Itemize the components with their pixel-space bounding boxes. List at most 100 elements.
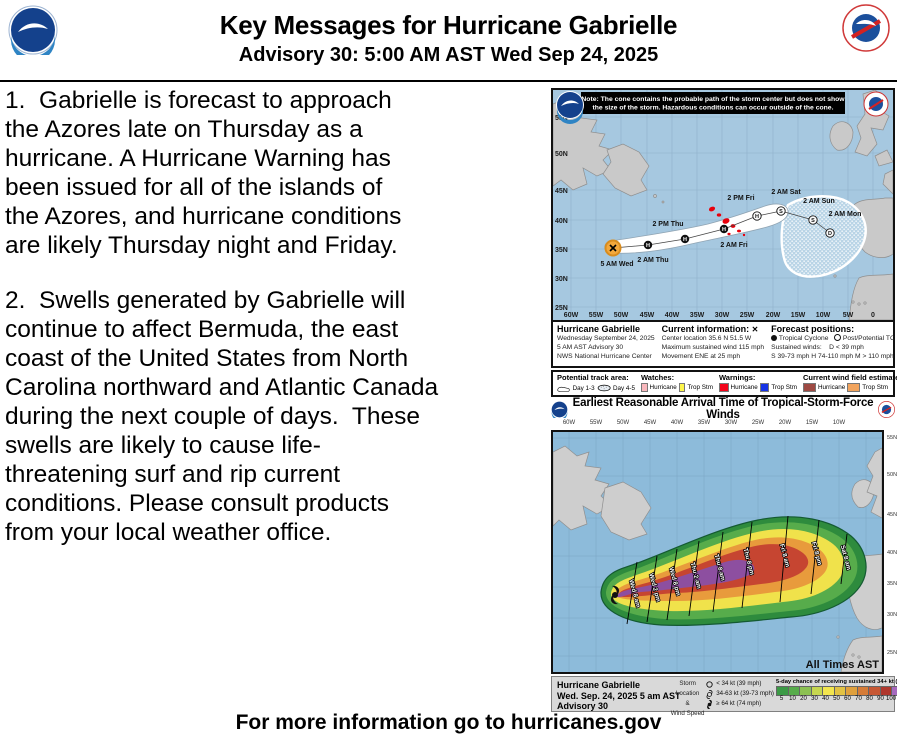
msg2-line: threatening surf and rip current [5, 461, 341, 488]
forecast-marker-post-potential: H S S D [752, 206, 835, 238]
msg1-line: are likely Thursday night and Friday. [5, 232, 398, 259]
arrival-longitude-labels: 60W 55W 50W 45W 40W 35W 30W 25W 20W 15W … [551, 420, 895, 430]
scale-tick: 70 [855, 696, 862, 702]
current-position-x-icon: ✕ [751, 325, 759, 334]
wind-speed-label: Wind Speed [670, 710, 705, 717]
svg-text:30N: 30N [555, 276, 568, 283]
wind-field-title: Current wind field estimate: [803, 373, 897, 382]
watches-title: Watches: [641, 373, 675, 382]
nws-logo-icon [878, 400, 895, 418]
svg-text:2 AM Thu: 2 AM Thu [637, 257, 668, 264]
cone-day1-3-icon [557, 386, 570, 392]
ts-watch-swatch [678, 383, 686, 392]
movement: Movement ENE at 25 mph [661, 353, 741, 360]
potential-track-group: Potential track area: Day 1-3 Day 4-5 [553, 372, 637, 395]
legend-advisory: Advisory 30 [557, 701, 609, 711]
svg-text:H: H [755, 214, 759, 220]
scale-cell [788, 686, 800, 696]
svg-text:50W: 50W [614, 312, 629, 319]
ts-warning-label: Trop Stm [771, 384, 797, 391]
hurricane-warning-label: Hurricane [730, 384, 758, 391]
lon-label: 20W [778, 420, 792, 426]
legend-date: Wed. Sep. 24, 2025 5 am AST [557, 690, 681, 701]
cone-day1-3 [604, 203, 789, 254]
hurricane-warning-areas-azores [708, 206, 746, 237]
ampersand: & [685, 700, 690, 707]
potential-track-title: Potential track area: [557, 373, 629, 382]
scale-tick: 10 [789, 696, 796, 702]
arrival-map-title: Earliest Reasonable Arrival Time of Trop… [572, 397, 874, 421]
arrival-time-graphic: Earliest Reasonable Arrival Time of Trop… [551, 397, 897, 717]
scale-cell [869, 686, 881, 696]
scale-tick: 30 [811, 696, 818, 702]
open-circle-icon [706, 680, 713, 688]
storm-location-label: Storm Location [675, 680, 700, 697]
lon-label: 50W [616, 420, 630, 426]
info-agency: NWS National Hurricane Center [557, 353, 652, 360]
all-times-label: All Times AST [806, 659, 880, 671]
lon-label: 25W [751, 420, 765, 426]
arrival-probability-swath [600, 516, 867, 626]
msg1-line: the Azores late on Thursday as a [5, 116, 363, 143]
forecast-marker-tropical: H H H [643, 224, 729, 250]
svg-text:S: S [779, 209, 783, 215]
header-divider [0, 80, 897, 82]
lat-label: 25N [887, 650, 897, 656]
wind-field-group: Current wind field estimate: Hurricane T… [799, 372, 897, 395]
svg-text:35W: 35W [690, 312, 705, 319]
scale-cell [880, 686, 892, 696]
svg-text:H: H [683, 237, 687, 243]
sustained-winds-label: Sustained winds: [771, 344, 822, 351]
svg-text:30W: 30W [715, 312, 730, 319]
svg-text:20W: 20W [766, 312, 781, 319]
longitude-labels: 60W 55W 50W 45W 40W 35W 30W 25W 20W 15W … [564, 312, 875, 319]
track-time-labels: 5 AM Wed 2 AM Thu 2 PM Thu 2 AM Fri 2 PM… [600, 189, 861, 268]
current-info-title: Current information: [661, 324, 750, 334]
lon-label: 35W [697, 420, 711, 426]
svg-text:Note: The cone contains the pr: Note: The cone contains the probable pat… [581, 96, 845, 103]
svg-text:H: H [722, 227, 726, 233]
msg2-line: conditions. Please consult products [5, 490, 390, 517]
warnings-title: Warnings: [719, 373, 756, 382]
cone-day4-5 [780, 195, 867, 278]
lat-label: 55N [887, 435, 897, 441]
scale-tick: 100 % [886, 696, 897, 702]
current-position-marker [604, 239, 622, 257]
info-date: Wednesday September 24, 2025 [557, 335, 655, 342]
center-location: Center location 35.6 N 51.5 W [661, 335, 752, 342]
msg2-line: coast of the United States from North [5, 345, 409, 372]
svg-text:2 AM Sat: 2 AM Sat [771, 189, 801, 196]
lon-label: 55W [589, 420, 603, 426]
scale-tick: 40 [822, 696, 829, 702]
lat-label: 30N [887, 612, 897, 618]
scale-tick: 5 [779, 696, 784, 702]
svg-text:55W: 55W [589, 312, 604, 319]
filled-circle-icon [771, 335, 778, 341]
hurricane-symbol-icon [707, 699, 713, 709]
storm-info-box: Hurricane Gabrielle Wednesday September … [551, 320, 895, 368]
max-sustained-wind: Maximum sustained wind 115 mph [661, 344, 765, 351]
lat-label: 35N [887, 581, 897, 587]
scale-cell [800, 686, 812, 696]
hurricane-symbol-icon [610, 585, 620, 605]
svg-text:H: H [646, 243, 650, 249]
nws-logo-icon [842, 4, 890, 52]
scale-cell [857, 686, 869, 696]
svg-text:25W: 25W [740, 312, 755, 319]
svg-text:40W: 40W [665, 312, 680, 319]
svg-text:5W: 5W [843, 312, 854, 319]
svg-text:2 AM Fri: 2 AM Fri [720, 242, 747, 249]
cone-legend-box: Potential track area: Day 1-3 Day 4-5 Wa… [551, 370, 897, 397]
svg-text:10W: 10W [816, 312, 831, 319]
key-messages: 1. Gabrielle is forecast to approach the… [5, 86, 545, 573]
ts-warning-swatch [759, 383, 770, 392]
scale-tick: 90 [877, 696, 884, 702]
ts-wind-field-swatch [847, 383, 861, 392]
wind-category-d: D < 39 mph [829, 344, 864, 351]
sym-ge64-label: ≥ 64 kt (74 mph) [716, 700, 762, 707]
scale-cell [846, 686, 858, 696]
svg-text:35N: 35N [555, 247, 568, 254]
lat-label: 40N [887, 550, 897, 556]
probability-scale: 5-day chance of receiving sustained 34+ … [774, 677, 897, 711]
